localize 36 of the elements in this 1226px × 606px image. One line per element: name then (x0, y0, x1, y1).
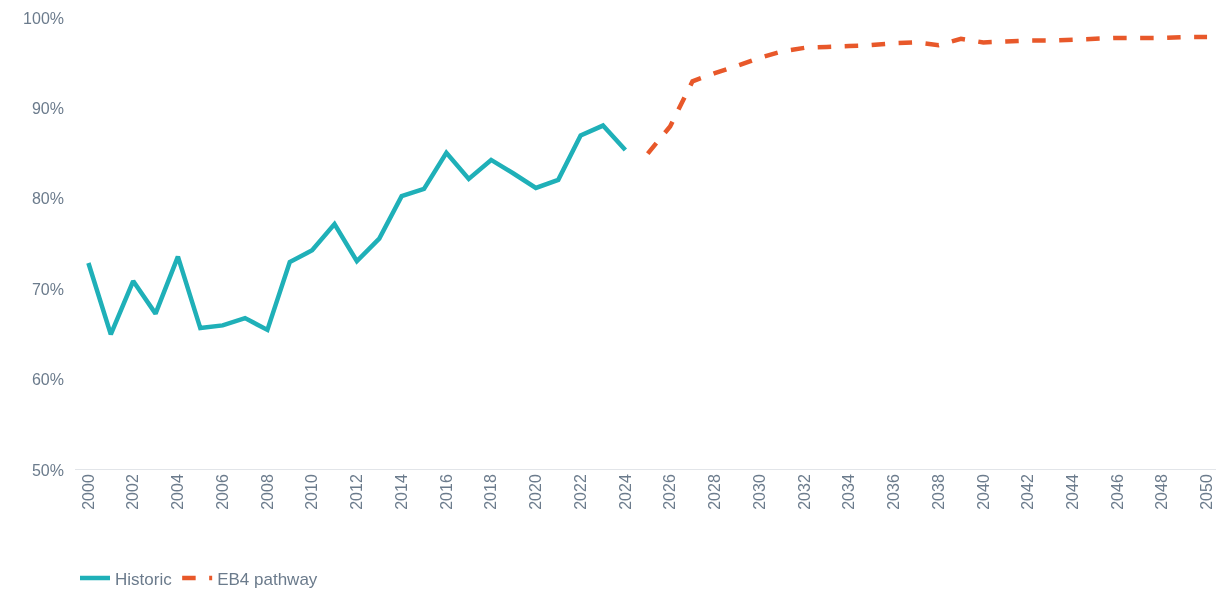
x-tick-label: 2022 (571, 474, 589, 510)
x-tick-label: 2006 (213, 474, 231, 510)
y-tick-label: 70% (31, 280, 64, 298)
x-tick-label: 2044 (1064, 474, 1082, 510)
y-tick-label: 50% (31, 461, 64, 479)
y-tick-label: 90% (31, 100, 64, 117)
x-tick-label: 2008 (258, 474, 276, 510)
x-tick-label: 2030 (750, 474, 768, 510)
x-tick-label: 2010 (303, 474, 321, 510)
x-tick-label: 2018 (482, 474, 500, 510)
x-tick-label: 2016 (437, 474, 455, 510)
y-tick-label: 80% (31, 190, 64, 208)
x-tick-label: 2012 (348, 474, 366, 510)
x-tick-label: 2032 (795, 474, 813, 510)
x-tick-label: 2024 (616, 474, 634, 510)
legend-label: Historic (115, 569, 173, 589)
x-tick-label: 2040 (974, 474, 992, 510)
line-series (645, 34, 1210, 156)
x-tick-label: 2050 (1198, 474, 1216, 510)
x-tick-label: 2000 (79, 474, 97, 510)
x-tick-label: 2002 (124, 474, 142, 510)
x-tick-label: 2004 (169, 474, 187, 510)
y-tick-label: 100% (23, 9, 64, 27)
x-tick-label: 2036 (885, 474, 903, 510)
x-tick-label: 2048 (1153, 474, 1171, 510)
x-tick-label: 2038 (929, 474, 947, 510)
y-tick-label: 60% (31, 371, 64, 389)
x-tick-label: 2042 (1019, 474, 1037, 510)
line-series (86, 123, 628, 337)
x-tick-label: 2026 (661, 474, 679, 510)
x-tick-label: 2020 (527, 474, 545, 510)
x-tick-label: 2046 (1108, 474, 1126, 510)
x-tick-label: 2034 (840, 474, 858, 510)
legend-label: EB4 pathway (217, 569, 318, 589)
x-tick-label: 2028 (706, 474, 724, 510)
x-tick-label: 2014 (392, 474, 410, 510)
